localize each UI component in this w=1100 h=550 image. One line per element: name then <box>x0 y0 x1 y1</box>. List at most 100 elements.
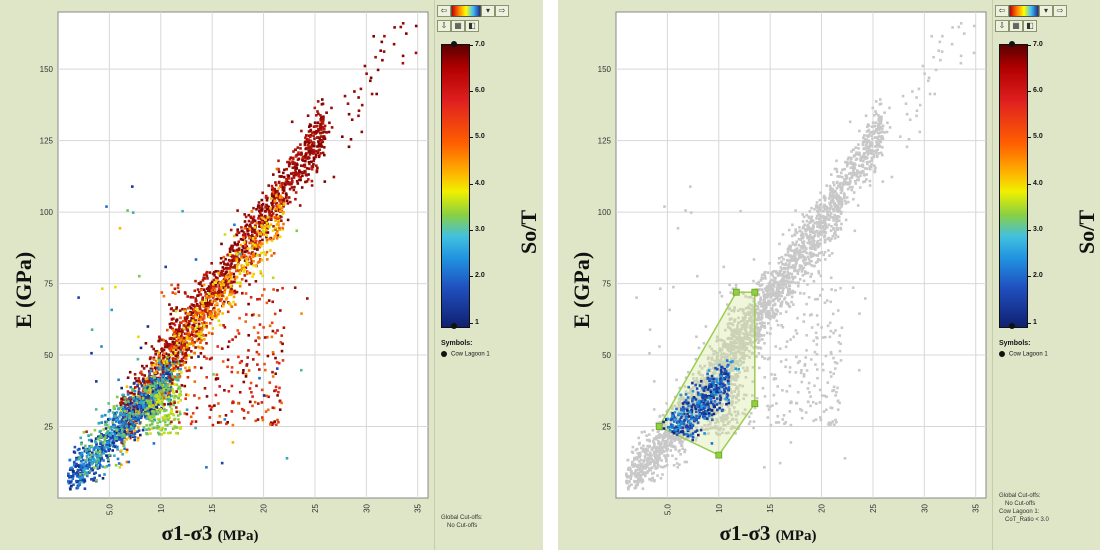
data-point <box>158 400 161 404</box>
chevron-down-icon[interactable]: ▾ <box>481 5 495 17</box>
data-point <box>155 384 158 388</box>
data-point <box>780 267 784 271</box>
data-point <box>782 263 785 266</box>
symbols-legend-item[interactable]: Cow Lagoon 1 <box>441 351 490 358</box>
x-tick-label: 20 <box>260 503 269 512</box>
data-point <box>286 218 290 222</box>
data-point <box>341 135 344 138</box>
data-point <box>87 452 90 456</box>
data-point <box>205 308 209 312</box>
data-point <box>321 151 325 155</box>
data-point <box>267 408 270 412</box>
data-point <box>194 320 198 324</box>
data-point <box>227 340 231 343</box>
data-point <box>810 215 814 219</box>
data-point <box>276 204 280 207</box>
colorbar-title: So/T <box>516 209 541 255</box>
colorbar-bottom-handle[interactable] <box>451 323 457 329</box>
data-point <box>230 410 234 413</box>
data-point <box>236 209 239 212</box>
data-point <box>163 403 166 406</box>
data-point <box>252 240 255 244</box>
colorbar-tick: 3.0 <box>475 226 485 233</box>
data-point <box>135 379 138 383</box>
data-point <box>288 182 292 185</box>
data-point <box>242 231 246 234</box>
data-point <box>235 251 238 255</box>
data-point <box>133 393 136 396</box>
data-point <box>150 407 154 411</box>
data-point <box>723 342 727 346</box>
data-point <box>219 293 223 296</box>
data-point <box>217 319 221 323</box>
data-point <box>172 337 175 340</box>
data-point <box>226 267 230 270</box>
data-point <box>242 270 246 273</box>
palette-icon[interactable]: ◧ <box>465 20 479 32</box>
data-point <box>318 137 322 141</box>
colorbar-top-handle[interactable] <box>451 41 457 47</box>
data-point <box>745 319 749 323</box>
data-point <box>734 330 738 334</box>
data-point <box>163 352 166 355</box>
data-point <box>80 451 84 455</box>
data-point <box>870 163 873 166</box>
data-point <box>347 145 351 149</box>
data-point <box>81 458 85 462</box>
data-point <box>71 468 74 471</box>
data-point <box>131 185 134 188</box>
data-point <box>223 233 227 236</box>
data-point <box>185 322 188 326</box>
arrow-right-icon[interactable]: ⇨ <box>495 5 509 17</box>
down-arrow-icon[interactable]: ⇩ <box>437 20 451 32</box>
data-point <box>224 414 228 417</box>
data-point <box>759 279 763 282</box>
data-point <box>185 349 188 352</box>
data-point <box>184 357 188 361</box>
data-point <box>811 231 815 234</box>
data-point <box>272 225 275 228</box>
data-point <box>113 424 117 427</box>
data-point <box>843 177 846 181</box>
data-point <box>224 284 228 287</box>
data-point <box>144 393 148 396</box>
data-point <box>733 335 737 338</box>
data-point <box>857 143 860 146</box>
grid-icon[interactable]: ▦ <box>451 20 465 32</box>
data-point <box>801 220 805 223</box>
x-tick-label: 5.0 <box>105 503 114 515</box>
data-point <box>265 241 269 244</box>
data-point <box>184 366 187 370</box>
data-point <box>90 467 93 470</box>
data-point <box>291 166 295 170</box>
data-point <box>309 124 313 127</box>
color-ramp-icon[interactable] <box>451 5 481 17</box>
arrow-left-icon[interactable]: ⇦ <box>437 5 451 17</box>
data-point <box>69 487 72 491</box>
data-point <box>816 225 819 228</box>
data-point <box>823 199 827 202</box>
data-point <box>803 223 807 227</box>
data-point <box>285 193 288 197</box>
data-point <box>208 271 212 274</box>
data-point <box>235 253 239 256</box>
data-point <box>74 472 78 475</box>
data-point <box>233 243 237 246</box>
data-point <box>186 329 190 332</box>
data-point <box>855 157 859 161</box>
data-point <box>79 479 83 482</box>
data-point <box>94 408 98 411</box>
data-point <box>708 345 712 348</box>
data-point <box>187 354 191 357</box>
data-point <box>179 364 182 367</box>
data-point <box>197 322 201 326</box>
data-point <box>106 441 109 445</box>
data-point <box>174 309 178 313</box>
data-point <box>114 420 118 423</box>
data-point <box>248 283 251 286</box>
data-point <box>119 406 123 409</box>
data-point <box>296 163 299 166</box>
data-point <box>194 307 198 311</box>
data-point <box>279 194 282 198</box>
data-point <box>375 92 378 96</box>
